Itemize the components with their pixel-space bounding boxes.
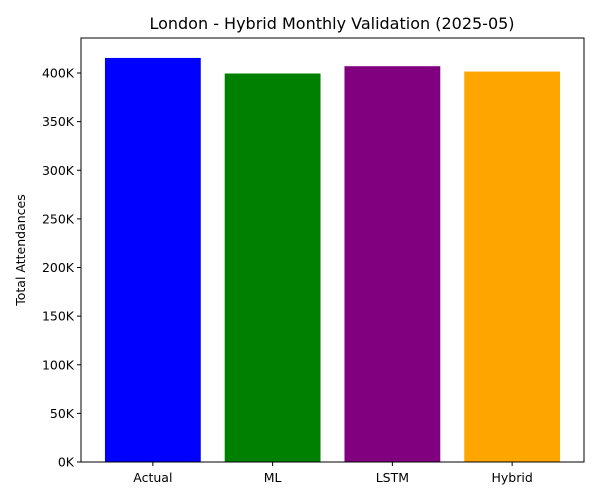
y-axis-label: Total Attendances (13, 194, 28, 307)
y-axis: 0K 50K 100K 150K 200K 250K 300K 350K 400K (42, 66, 81, 470)
y-tick-label: 50K (50, 406, 75, 421)
y-tick-label: 400K (42, 66, 75, 81)
x-tick-label-lstm: LSTM (376, 470, 409, 485)
bar-ml (224, 73, 321, 462)
bar-actual (104, 57, 201, 462)
y-tick-label: 0K (58, 455, 75, 470)
x-axis: Actual ML LSTM Hybrid (133, 462, 533, 485)
plot-frame (80, 37, 585, 463)
y-tick-label: 100K (42, 357, 75, 372)
y-tick-label: 350K (42, 114, 75, 129)
y-tick-label: 200K (42, 260, 75, 275)
y-tick-label: 150K (42, 309, 75, 324)
x-tick-label-actual: Actual (133, 470, 172, 485)
bars-group (104, 57, 561, 462)
bar-lstm (344, 66, 441, 462)
y-tick-label: 300K (42, 163, 75, 178)
y-tick-label: 250K (42, 211, 75, 226)
bar-hybrid (464, 71, 561, 462)
x-tick-label-ml: ML (264, 470, 282, 485)
chart-title: London - Hybrid Monthly Validation (2025… (149, 14, 514, 33)
x-tick-label-hybrid: Hybrid (492, 470, 533, 485)
